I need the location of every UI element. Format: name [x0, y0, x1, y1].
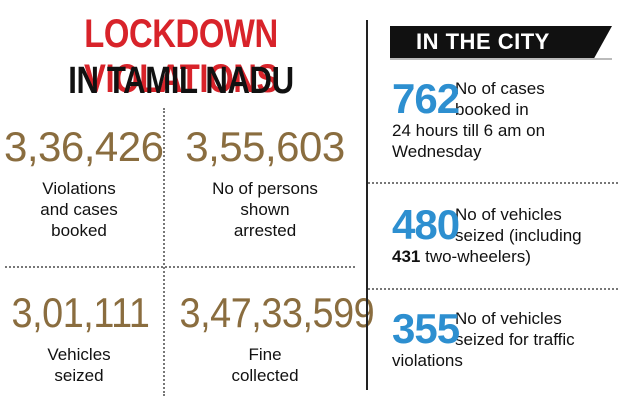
section-separator	[366, 20, 368, 390]
stat-value: 3,36,426	[4, 123, 164, 170]
main-title: LOCKDOWN VIOLATIONS	[84, 12, 278, 101]
stat-fine-collected: 3,47,33,599 Fine collected	[170, 289, 375, 386]
city-heading-underline	[390, 58, 612, 60]
city-divider	[368, 182, 618, 184]
city-description: No of vehicles seized for traffic violat…	[392, 309, 575, 370]
city-item-cases: 762 No of cases booked in 24 hours till …	[372, 78, 618, 162]
stat-value: 3,55,603	[185, 123, 345, 170]
stat-value: 3,47,33,599	[179, 289, 375, 336]
stat-label: Fine collected	[231, 345, 299, 385]
city-item-traffic: 355 No of vehicles seized for traffic vi…	[372, 308, 618, 371]
grid-horizontal-divider	[5, 266, 355, 268]
city-divider	[368, 288, 618, 290]
city-value: 762	[392, 75, 460, 122]
city-value: 355	[392, 305, 460, 352]
stat-label: No of persons shown arrested	[212, 179, 318, 240]
main-subtitle: IN TAMIL NADU	[68, 60, 294, 102]
city-value: 480	[392, 201, 460, 248]
grid-vertical-divider	[163, 108, 165, 396]
city-heading: IN THE CITY	[390, 26, 612, 58]
city-description: No of cases booked in 24 hours till 6 am…	[392, 79, 546, 161]
stat-value: 3,01,111	[11, 289, 150, 336]
city-description: No of vehicles seized (including 431 two…	[392, 205, 582, 266]
stat-violations: 3,36,426 Violations and cases booked	[4, 123, 164, 241]
stat-arrested: 3,55,603 No of persons shown arrested	[170, 126, 360, 241]
stat-label: Vehicles seized	[47, 345, 111, 385]
stat-vehicles-seized: 3,01,111 Vehicles seized	[4, 292, 154, 386]
city-item-vehicles: 480 No of vehicles seized (including 431…	[372, 204, 618, 267]
stat-label: Violations and cases booked	[40, 179, 118, 240]
